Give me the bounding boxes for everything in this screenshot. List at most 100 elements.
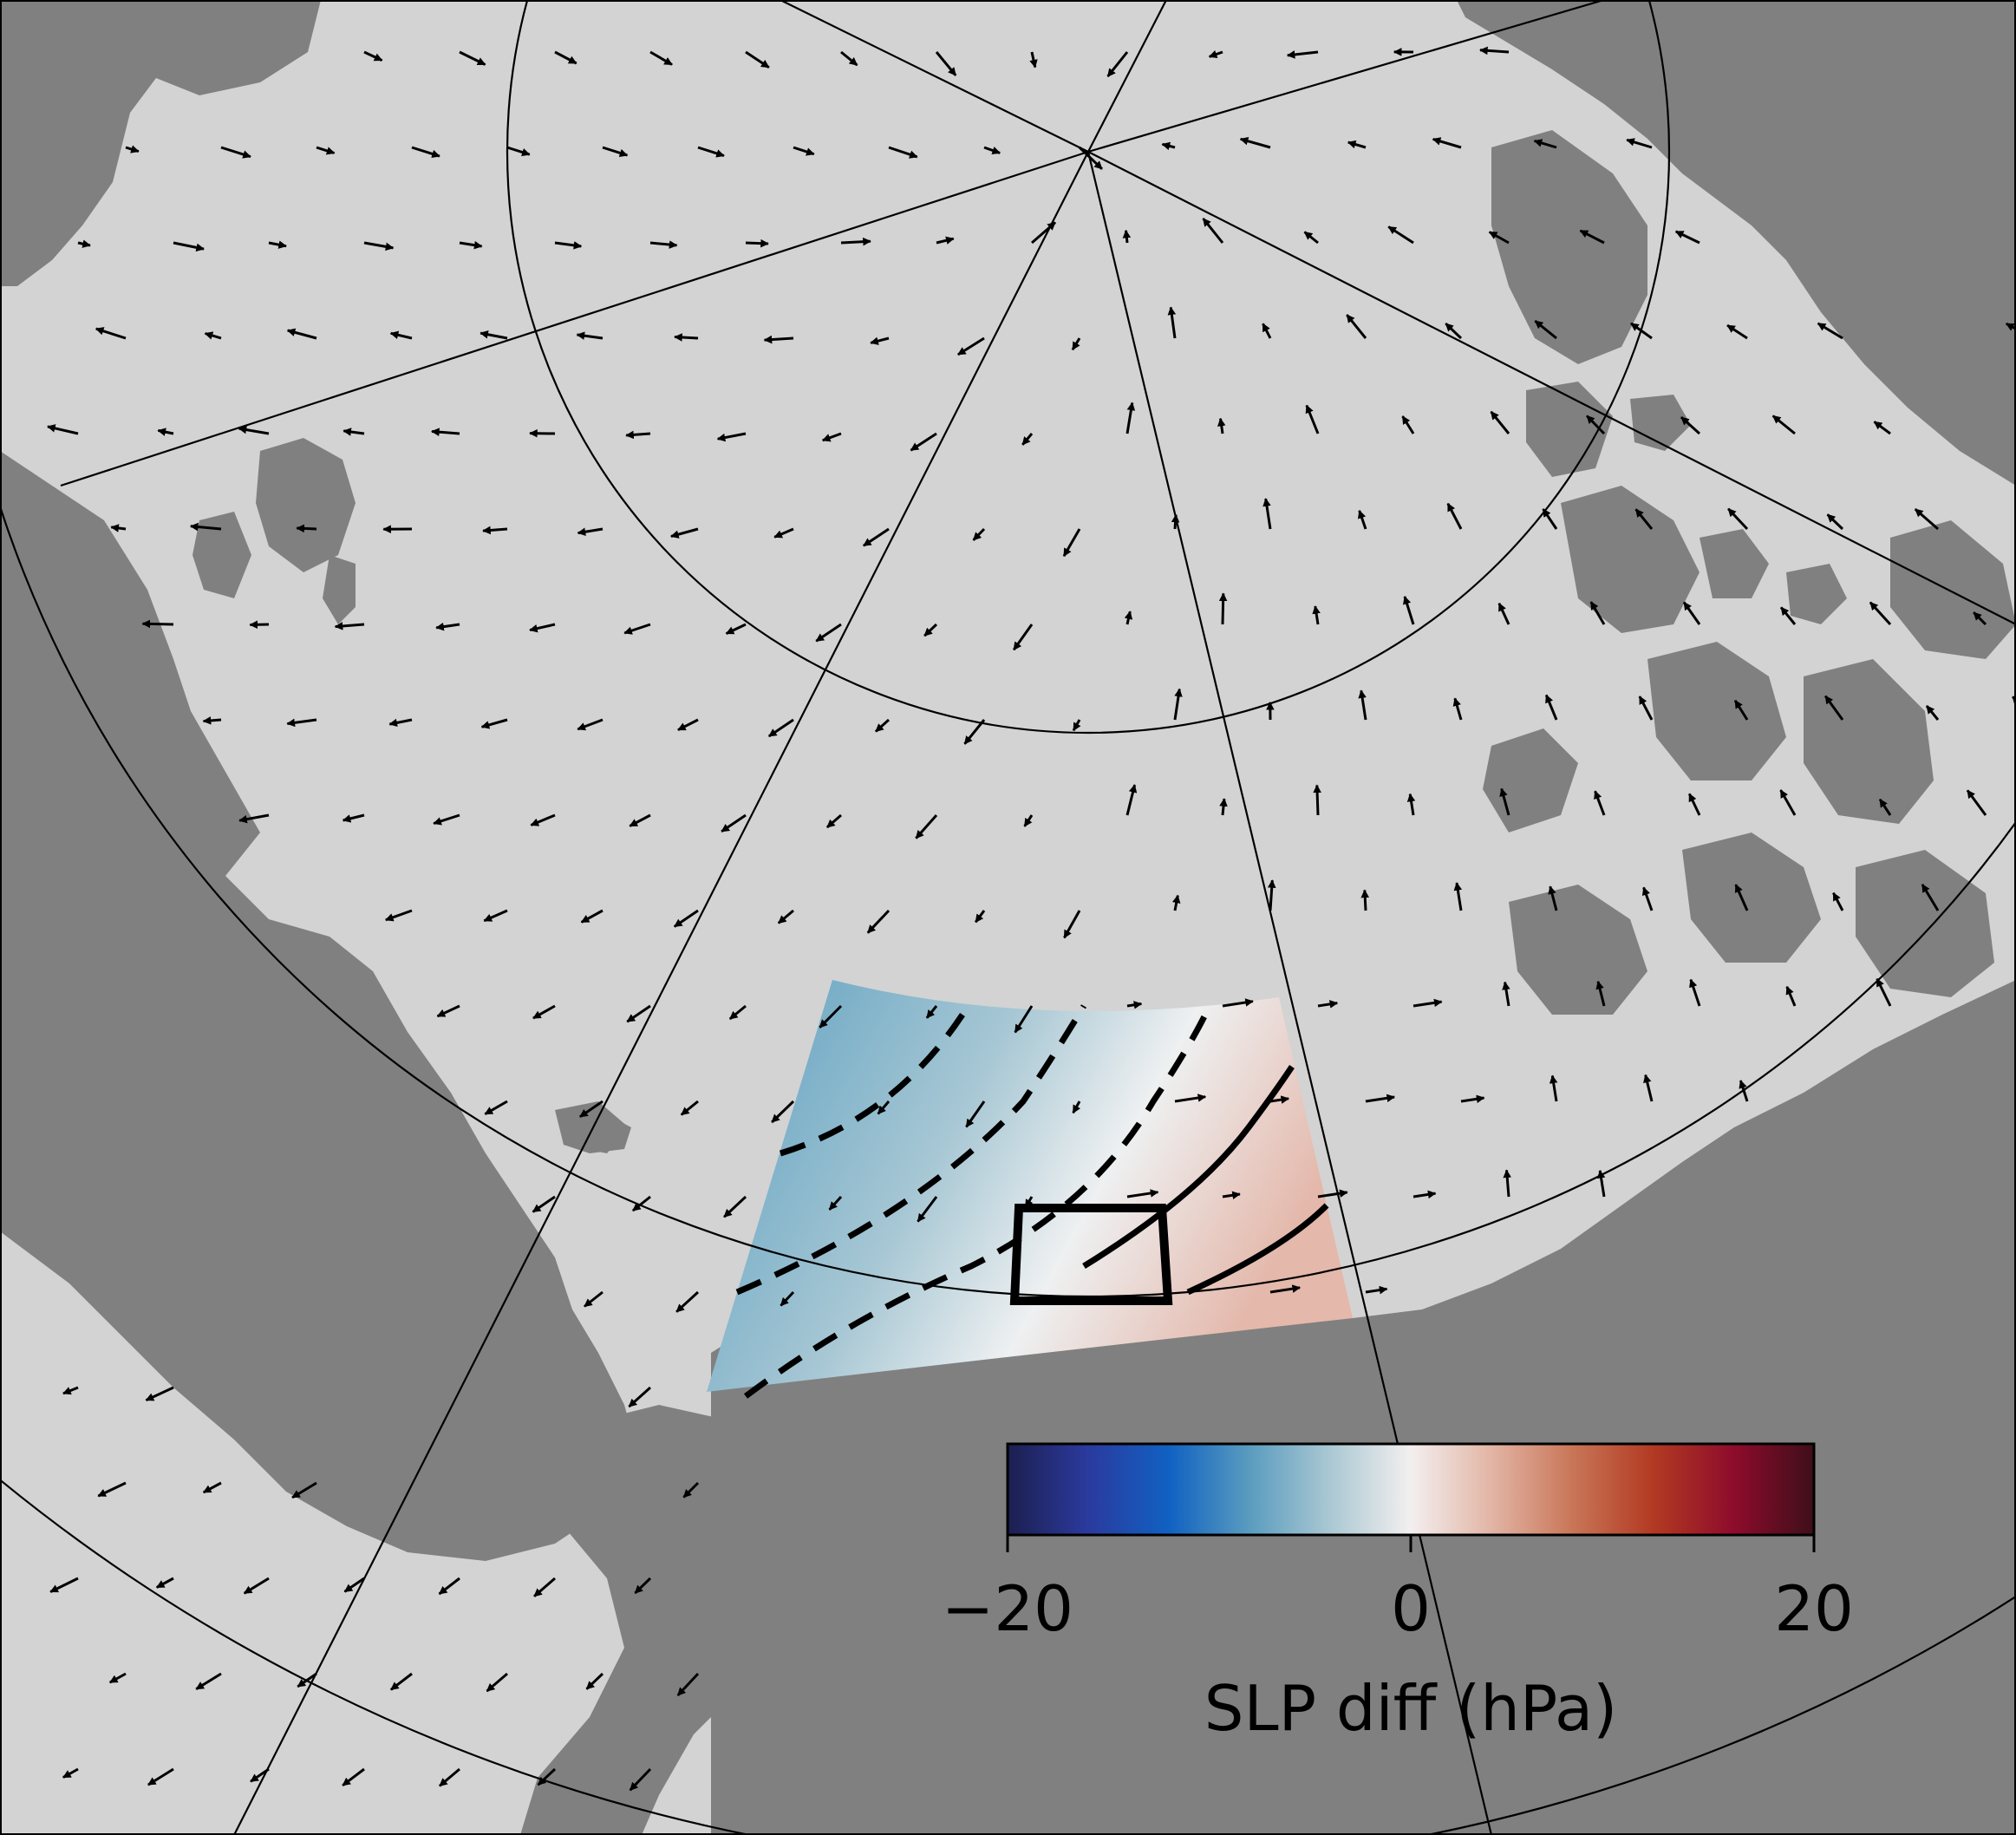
wind-vector	[1171, 513, 1180, 530]
slp-contours	[735, 1004, 1329, 1399]
wind-vector	[1826, 513, 1844, 531]
wind-vector	[675, 1290, 700, 1313]
wind-vector	[697, 146, 725, 158]
wind-vector	[673, 909, 699, 928]
wind-vector	[1548, 885, 1558, 911]
wind-vector	[1549, 1074, 1558, 1102]
wind-vector	[580, 909, 603, 924]
wind-vector	[431, 428, 460, 436]
wind-vector	[1357, 509, 1367, 530]
land-right-11	[1700, 529, 1769, 598]
wind-vector	[623, 623, 651, 635]
wind-vector	[1873, 421, 1891, 435]
wind-vector	[1533, 139, 1557, 149]
wind-vector	[1029, 51, 1038, 69]
wind-vector	[459, 240, 483, 250]
wind-vector	[983, 146, 1001, 155]
meridian-2	[1087, 0, 1167, 153]
land-bottom-greenland	[711, 980, 2016, 1835]
wind-vector	[915, 814, 938, 839]
wind-vector	[1490, 410, 1510, 434]
wind-vector	[480, 718, 508, 729]
wind-vector	[1106, 51, 1129, 78]
wind-vector	[972, 527, 986, 541]
wind-vector	[1502, 981, 1510, 1007]
wind-vector	[1219, 798, 1228, 816]
wind-vector	[936, 236, 955, 245]
wind-vector	[815, 623, 842, 643]
wind-vector	[439, 1767, 460, 1787]
wind-vector	[1202, 218, 1224, 244]
wind-vector	[1063, 910, 1081, 939]
wind-vector	[1503, 1169, 1511, 1198]
land-top-right	[1457, 0, 2016, 486]
wind-vector	[506, 146, 531, 157]
wind-vector	[957, 336, 985, 356]
wind-vector	[1544, 694, 1558, 721]
wind-vector	[1779, 789, 1797, 816]
wind-vector	[157, 428, 174, 436]
wind-vector	[825, 813, 842, 829]
meridian-3	[1087, 0, 1608, 153]
wind-vector	[1643, 1074, 1654, 1102]
wind-vector	[1208, 49, 1223, 59]
colorbar-label: SLP diff (hPa)	[1204, 1672, 1617, 1745]
wind-vector	[47, 424, 79, 435]
wind-vector	[268, 240, 287, 249]
wind-vector	[771, 1100, 795, 1124]
wind-vector	[1021, 433, 1034, 446]
colorbar-tick-label-max: 20	[1774, 1572, 1854, 1645]
wind-vector	[1217, 417, 1226, 434]
wind-vector	[554, 50, 577, 65]
wind-vector	[584, 1290, 603, 1308]
wind-vector	[1579, 229, 1605, 245]
wind-vector	[866, 909, 891, 934]
land-bottom-left	[520, 1405, 780, 1835]
wind-vector	[1682, 601, 1701, 625]
wind-vector	[1771, 415, 1796, 435]
contour-pos-1	[1082, 1065, 1295, 1269]
wind-vector	[745, 50, 770, 69]
wind-vector	[483, 909, 508, 923]
wind-vector	[1734, 884, 1749, 911]
wind-vector	[1125, 784, 1138, 816]
land-right-2	[1526, 382, 1613, 477]
island-svalbard	[559, 1110, 631, 1153]
colorbar-tick-label-zero: 0	[1391, 1572, 1431, 1645]
wind-vector	[62, 1386, 79, 1395]
meridian-7	[60, 150, 1089, 487]
wind-vector	[1124, 611, 1133, 625]
island-west-3	[323, 555, 356, 624]
wind-vector	[202, 1481, 222, 1494]
wind-vector	[1779, 606, 1797, 625]
wind-vector	[1262, 498, 1272, 530]
wind-vector	[1680, 415, 1701, 435]
wind-vector	[1313, 784, 1321, 816]
wind-vector	[1269, 1284, 1302, 1294]
land-right-3	[1561, 486, 1700, 633]
wind-vector	[676, 1672, 700, 1697]
wind-vector	[1534, 319, 1557, 340]
wind-vector	[530, 813, 556, 826]
wind-vector	[863, 527, 890, 547]
wind-vector	[1360, 889, 1370, 911]
wind-vector	[1387, 225, 1414, 245]
wind-vector	[1167, 306, 1177, 339]
wind-vector	[1817, 322, 1843, 340]
wind-vector	[793, 146, 815, 156]
wind-vector	[173, 241, 205, 252]
wind-vector	[716, 432, 747, 442]
wind-vector	[721, 813, 747, 833]
wind-vector	[579, 1100, 603, 1119]
wind-vector	[195, 1672, 222, 1690]
wind-vector	[363, 50, 383, 62]
wind-vector	[1878, 798, 1892, 816]
wind-vector	[629, 1767, 652, 1792]
latitude-circle-inner	[506, 0, 1670, 734]
wind-vector	[874, 718, 891, 733]
wind-vector	[1347, 140, 1367, 149]
wind-vector	[1727, 507, 1749, 531]
wind-vector	[1122, 229, 1132, 244]
